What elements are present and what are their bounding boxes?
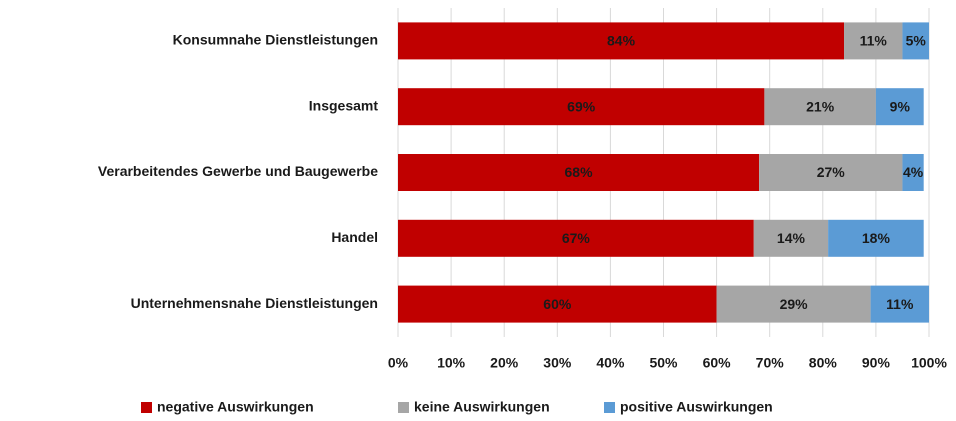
bar-segment (398, 22, 845, 60)
bar-segment (398, 88, 765, 126)
x-tick-label: 40% (596, 355, 625, 371)
legend-label: positive Auswirkungen (620, 399, 773, 415)
data-label: 5% (906, 33, 927, 49)
x-tick-label: 20% (490, 355, 519, 371)
bar-segment (902, 154, 924, 191)
x-tick-label: 50% (649, 355, 678, 371)
data-label: 69% (567, 98, 596, 114)
x-tick-label: 30% (543, 355, 572, 371)
x-tick-label: 10% (437, 355, 466, 371)
y-tick-label: Handel (331, 229, 378, 245)
data-label: 14% (777, 230, 806, 246)
legend-label: negative Auswirkungen (157, 399, 314, 415)
bar-segment (759, 154, 903, 191)
data-label: 84% (607, 33, 636, 49)
bar-segment (398, 285, 717, 323)
data-label: 4% (903, 164, 924, 180)
data-label: 11% (860, 33, 888, 49)
bar-segment (875, 88, 924, 126)
bar-segment (870, 285, 929, 323)
bar-segment (844, 22, 903, 60)
data-label: 60% (543, 296, 572, 312)
y-tick-label: Insgesamt (309, 97, 379, 113)
data-label: 11% (886, 296, 914, 312)
bar-segment (902, 22, 929, 60)
x-tick-label: 80% (809, 355, 838, 371)
x-tick-label: 60% (703, 355, 732, 371)
legend-swatch (604, 402, 615, 413)
data-label: 21% (806, 98, 835, 114)
data-label: 9% (890, 98, 911, 114)
bar-segment (764, 88, 876, 126)
bar-segment (716, 285, 871, 323)
bar-segment (828, 219, 924, 257)
data-label: 18% (862, 230, 891, 246)
bar-segment (398, 219, 754, 257)
legend-swatch (141, 402, 152, 413)
y-tick-label: Verarbeitendes Gewerbe und Baugewerbe (98, 163, 378, 179)
legend-swatch (398, 402, 409, 413)
data-label: 68% (565, 164, 594, 180)
y-tick-label: Konsumnahe Dienstleistungen (173, 32, 378, 48)
y-tick-label: Unternehmensnahe Dienstleistungen (131, 295, 378, 311)
data-label: 67% (562, 230, 591, 246)
data-label: 29% (780, 296, 809, 312)
x-tick-label: 0% (388, 355, 409, 371)
x-tick-label: 100% (911, 355, 947, 371)
x-tick-label: 70% (756, 355, 785, 371)
bar-segment (753, 219, 829, 257)
data-label: 27% (817, 164, 846, 180)
x-tick-label: 90% (862, 355, 891, 371)
legend-label: keine Auswirkungen (414, 399, 550, 415)
bar-segment (398, 154, 760, 191)
